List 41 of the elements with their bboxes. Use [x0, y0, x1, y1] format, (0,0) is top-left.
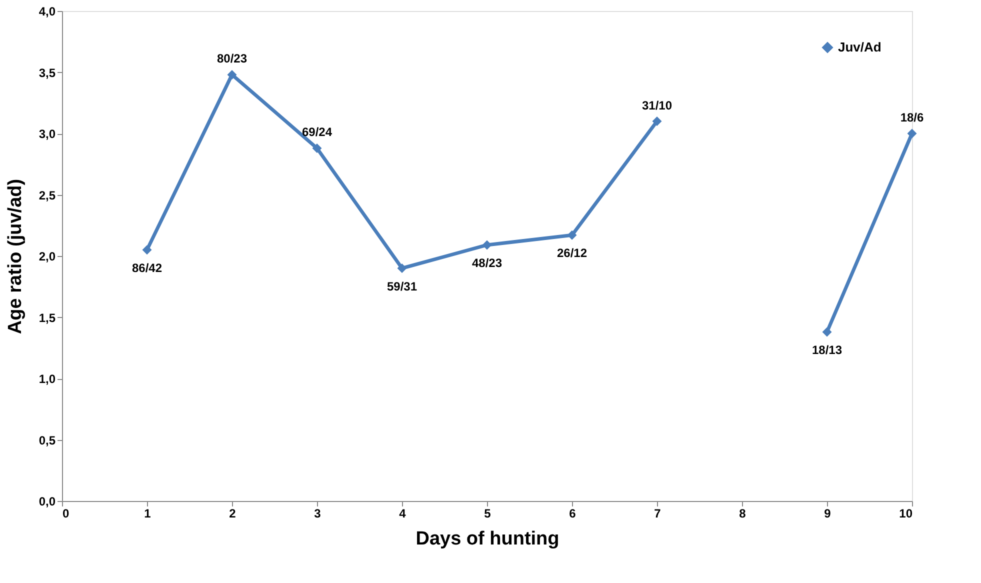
data-label: 86/42	[132, 260, 162, 275]
x-axis-title: Days of hunting	[416, 528, 560, 550]
y-tick-label: 4,0	[38, 4, 56, 18]
x-tick-label: 9	[824, 506, 832, 520]
data-label: 26/12	[556, 246, 588, 260]
point	[142, 245, 152, 255]
x-tick-label: 6	[569, 506, 576, 520]
point	[652, 116, 662, 126]
data-label: 18/13	[812, 342, 842, 357]
data-label: 69/24	[302, 125, 332, 140]
point	[227, 70, 237, 80]
legend-label: Juv/Ad	[838, 40, 882, 54]
y-tick-label: 0,5	[38, 433, 56, 448]
point	[822, 327, 832, 337]
y-axis-title: Age ratio (juv/ad)	[4, 178, 26, 334]
y-tick-label: 2,5	[38, 188, 56, 202]
data-label: 80/23	[216, 52, 248, 66]
x-tick-label: 2	[229, 506, 236, 520]
x-tick-label: 10	[899, 506, 913, 520]
x-tick-label: 8	[739, 506, 746, 520]
point	[907, 128, 917, 138]
x-tick-label: 5	[484, 506, 492, 520]
data-label: 48/23	[472, 256, 502, 270]
point	[397, 264, 407, 273]
data-label: 59/31	[386, 279, 418, 294]
y-tick-label: 1,0	[38, 372, 56, 386]
x-tick-label: 4	[399, 506, 406, 520]
point	[567, 230, 577, 240]
y-tick-label: 2,0	[38, 250, 56, 264]
y-tick-label: 3,5	[38, 66, 56, 80]
point	[312, 143, 322, 153]
y-tick-label: 1,5	[38, 310, 56, 325]
data-label: 31/10	[642, 98, 672, 112]
x-tick-label: 1	[144, 506, 152, 520]
x-tick-label: 3	[314, 506, 322, 520]
y-tick-label: 0,0	[38, 494, 56, 508]
x-tick-label: 7	[654, 506, 662, 520]
y-tick-label: 3,0	[38, 127, 56, 141]
x-tick-label: 0	[62, 506, 70, 520]
data-label: 18/6	[900, 110, 924, 124]
point	[482, 240, 492, 250]
